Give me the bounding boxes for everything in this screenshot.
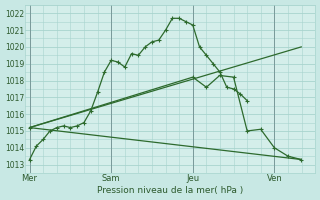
X-axis label: Pression niveau de la mer( hPa ): Pression niveau de la mer( hPa ) (97, 186, 244, 195)
